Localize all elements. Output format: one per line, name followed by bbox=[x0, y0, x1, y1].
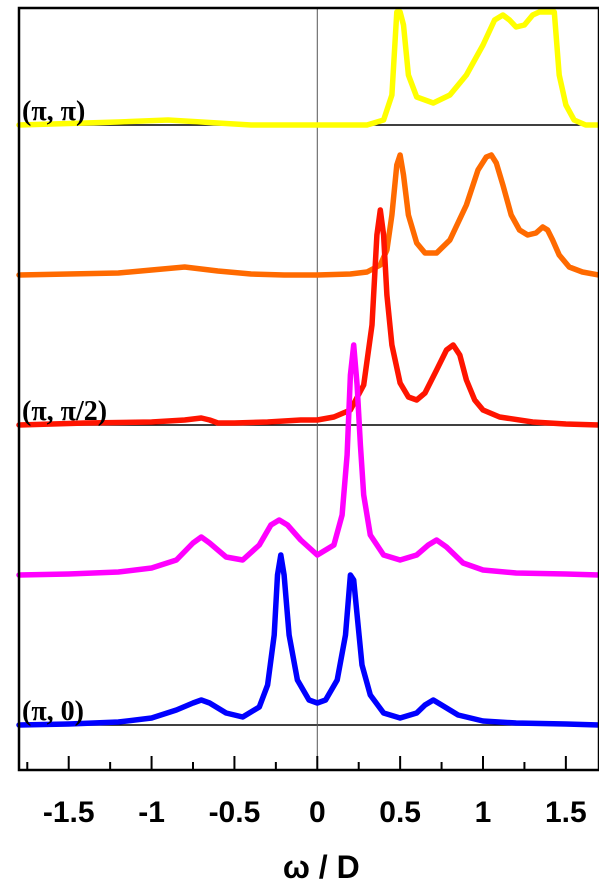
curve-label-4: (π, 0) bbox=[22, 696, 84, 727]
x-tick-label-0: -1.5 bbox=[43, 796, 95, 829]
x-tick-label-6: 1.5 bbox=[545, 796, 587, 829]
spectral-curve-4 bbox=[16, 552, 599, 728]
curve-label-2: (π, π/2) bbox=[22, 396, 107, 427]
spectral-curve-1 bbox=[16, 152, 599, 278]
spectral-curves bbox=[16, 9, 599, 728]
curve-labels: (π, π) (π, π/2) (π, 0) bbox=[22, 96, 107, 727]
x-tick-label-1: -1 bbox=[138, 796, 165, 829]
spectral-curve-2 bbox=[16, 207, 599, 428]
x-axis-ticks bbox=[26, 756, 567, 770]
x-tick-label-4: 0.5 bbox=[379, 796, 421, 829]
spectral-curve-0 bbox=[16, 9, 599, 128]
plot-frame bbox=[17, 6, 599, 772]
x-tick-label-2: -0.5 bbox=[209, 796, 261, 829]
x-tick-label-3: 0 bbox=[309, 796, 326, 829]
spectral-curve-3 bbox=[16, 342, 599, 578]
x-tick-label-5: 1 bbox=[475, 796, 492, 829]
x-axis-label: ω / D bbox=[283, 849, 360, 885]
curve-label-0: (π, π) bbox=[22, 96, 85, 127]
x-axis-tick-labels: -1.5 -1 -0.5 0 0.5 1 1.5 bbox=[43, 796, 587, 829]
